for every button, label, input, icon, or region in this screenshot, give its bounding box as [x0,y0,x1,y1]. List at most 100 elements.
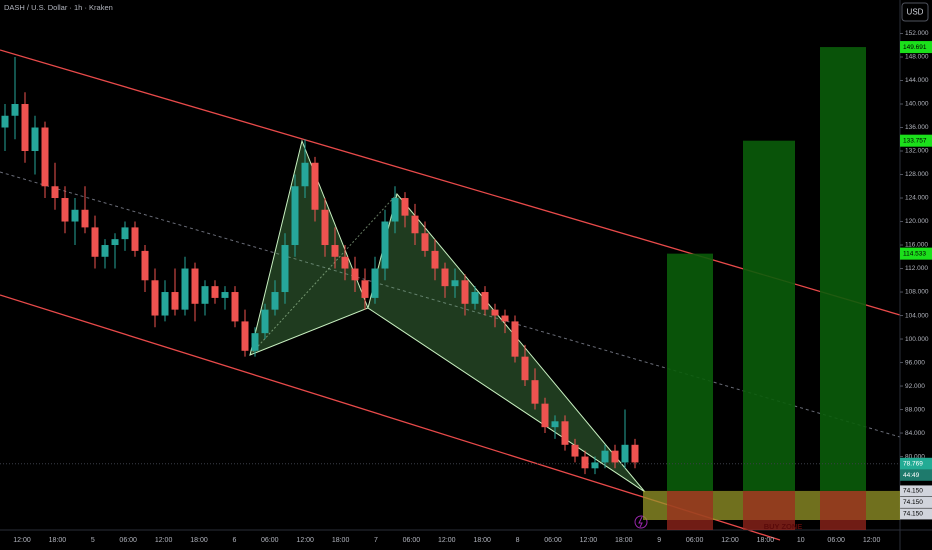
currency: USD [907,8,924,17]
y-tick-label: 96.000 [905,359,925,366]
candle-body [201,286,209,304]
x-tick-label: 06:00 [686,537,704,544]
stop-box [667,490,713,530]
y-tick-label: 112.000 [905,265,928,272]
target-tag [900,41,932,54]
candle-body [81,209,89,228]
candle-body [41,127,49,187]
candle-body [321,209,329,246]
y-tick-label: 80.000 [905,453,925,460]
target-label: 114.533 [903,250,926,257]
x-tick-label: 06:00 [261,537,279,544]
candle-body [291,186,299,246]
candle-body [341,256,349,269]
target-tag [900,134,932,147]
buy-zone-label: BUY ZONE [764,522,803,531]
y-tick-label: 88.000 [905,406,925,413]
target-bar [743,140,795,491]
candle-body [361,280,369,298]
y-tick-label: 84.000 [905,430,925,437]
candle-body [271,292,279,310]
candle-body [181,268,189,310]
chart-title: DASH / U.S. Dollar · 1h · Kraken [4,3,113,12]
entry-tag [900,508,932,520]
candle-body [571,444,579,457]
x-tick-label: 7 [374,537,378,544]
candle-body [421,233,429,251]
candle-body [611,450,619,463]
candle-body [551,421,559,428]
candle-body [431,250,439,269]
candle-body [381,221,389,269]
candle-body [591,462,599,469]
y-tick-label: 92.000 [905,383,925,390]
candle-body [601,450,609,463]
target-bar [667,253,713,491]
candle-body [261,309,269,334]
x-tick-label: 18:00 [757,537,775,544]
candle-body [561,421,569,445]
target-tag [900,247,932,260]
candle-body [301,162,309,187]
stop-box [743,490,795,530]
candle-body [111,239,119,246]
candle-body [471,292,479,304]
candle-body [461,280,469,304]
candle-body [71,209,79,222]
pattern-xab [249,139,369,356]
x-tick-label: 18:00 [190,537,208,544]
y-tick-label: 120.000 [905,218,929,225]
candle-body [11,104,19,116]
entry-label: 74.150 [903,488,923,495]
y-tick-label: 132.000 [905,148,929,155]
x-tick-label: 06:00 [403,537,421,544]
x-tick-label: 12:00 [438,537,456,544]
entry-tag [900,485,932,497]
candle-body [581,456,589,469]
candle-body [331,245,339,257]
candle-body [491,309,499,316]
y-tick-label: 140.000 [905,101,929,108]
candle-body [631,444,639,463]
candle-body [191,268,199,304]
candle-body [141,250,149,281]
x-tick-label: 18:00 [332,537,350,544]
x-tick-label: 6 [232,537,236,544]
y-tick-label: 136.000 [905,124,929,131]
y-tick-label: 100.000 [905,336,929,343]
currency-box[interactable] [901,2,929,22]
candle-body [101,245,109,257]
candle-body [521,356,529,381]
candle-body [401,198,409,216]
candle-body [31,127,39,152]
candle-body [21,104,29,152]
candle-body [61,198,69,222]
candle-body [161,292,169,316]
event-icon[interactable] [634,515,648,529]
y-tick-label: 144.000 [905,77,929,84]
x-tick-label: 12:00 [155,537,173,544]
candle-body [91,227,99,257]
x-tick-label: 06:00 [544,537,562,544]
candle-body [351,268,359,281]
candle-body [241,321,249,351]
x-tick-label: 12:00 [13,537,31,544]
current-price-label: 78.769 [903,461,923,468]
y-tick-label: 128.000 [905,171,929,178]
candle-body [311,162,319,210]
countdown: 44:49 [903,472,920,479]
candle-body [371,268,379,298]
candle-body [51,186,59,199]
candle-body [541,403,549,428]
y-tick-label: 124.000 [905,195,929,202]
candle-body [171,292,179,310]
candle-body [251,333,259,351]
candle-body [231,292,239,322]
x-tick-label: 06:00 [827,537,845,544]
y-tick-label: 116.000 [905,242,928,249]
x-tick-label: 18:00 [615,537,633,544]
countdown-tag [900,469,932,481]
stop-box [820,490,866,530]
x-tick-label: 12:00 [721,537,739,544]
